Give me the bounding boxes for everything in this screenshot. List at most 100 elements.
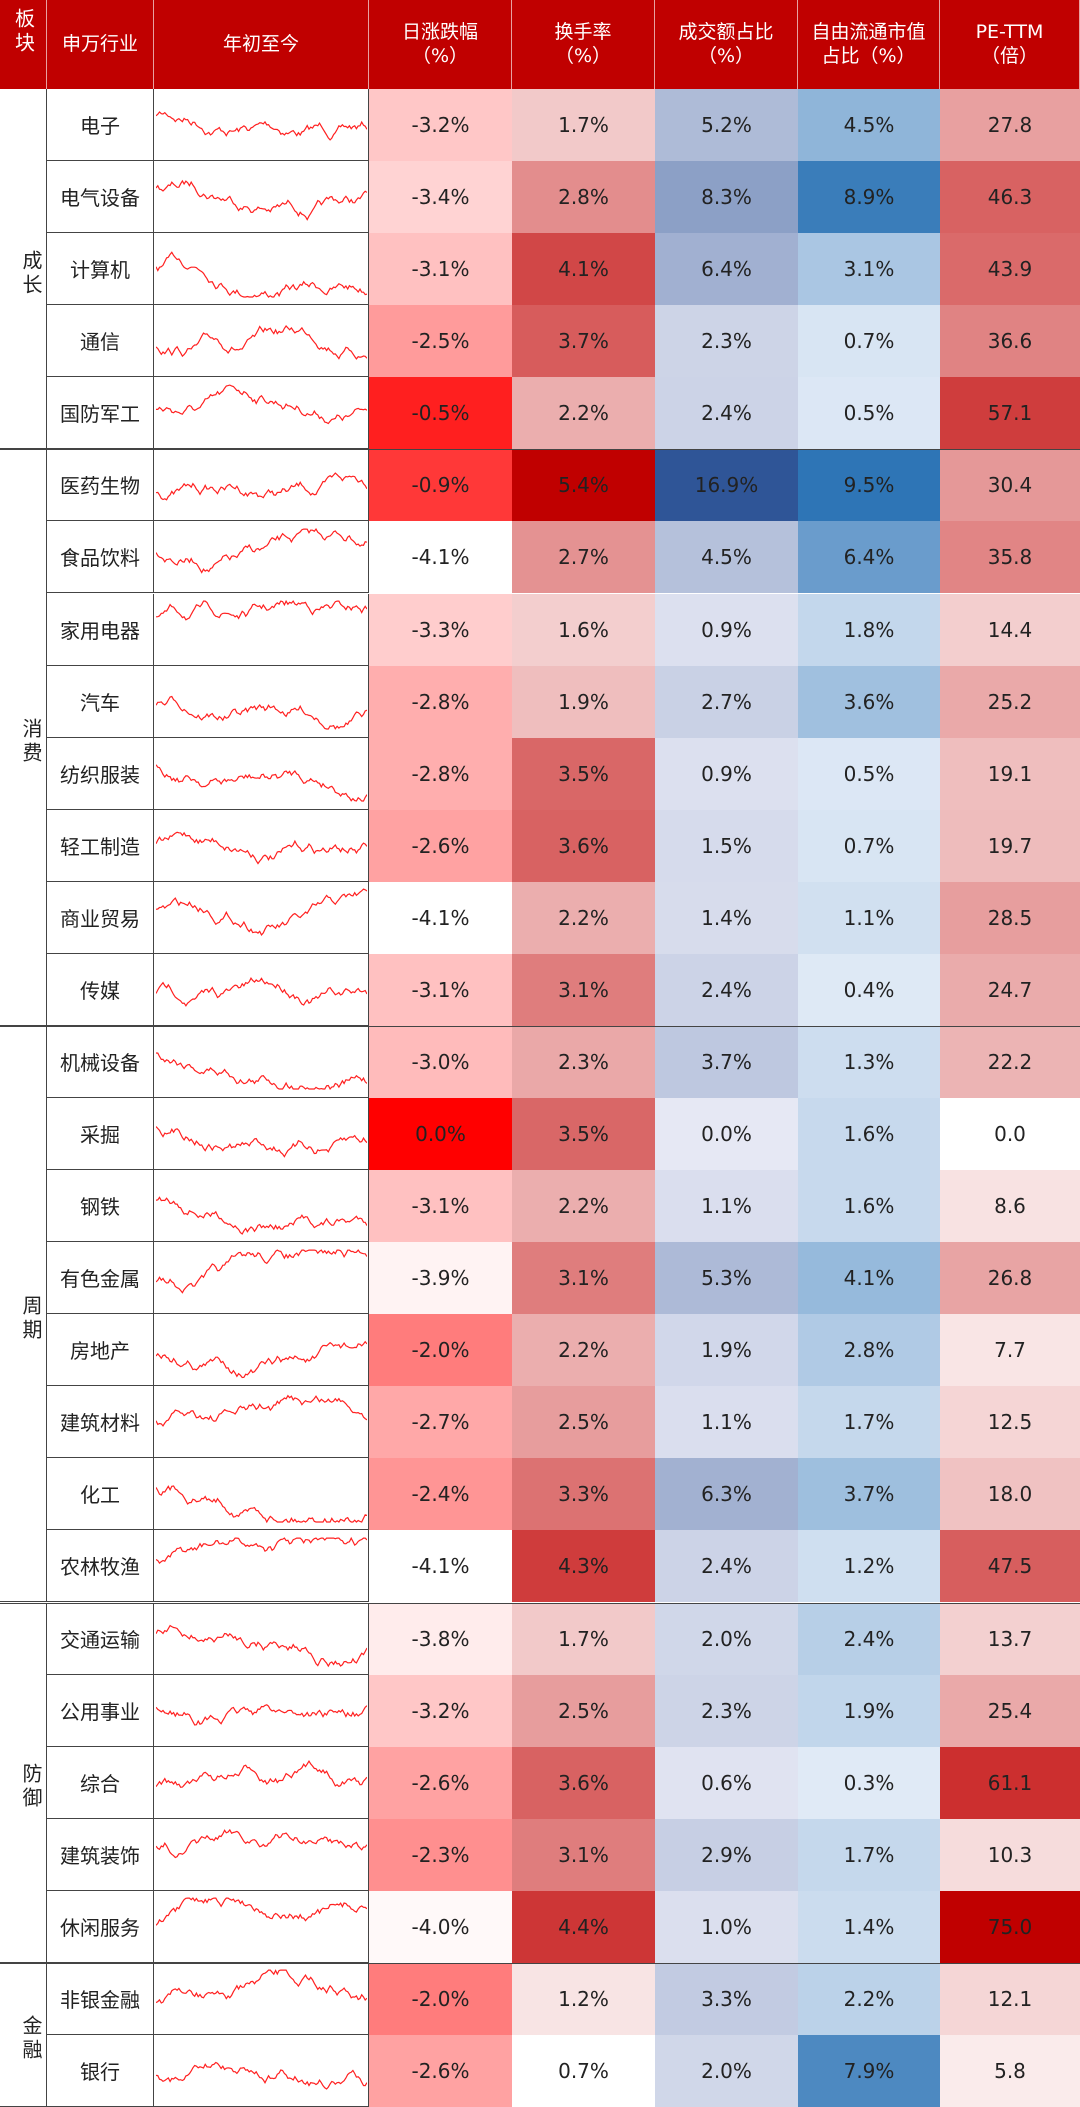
sparkline-cell <box>154 377 369 450</box>
industry-name: 传媒 <box>47 953 154 1026</box>
industry-name: 纺织服装 <box>47 737 154 810</box>
group-separator <box>0 449 1080 451</box>
heat-cell: -3.4% <box>369 161 512 234</box>
heat-cell: 57.1 <box>940 377 1080 450</box>
sparkline-cell <box>154 449 369 522</box>
heat-cell: -2.5% <box>369 305 512 378</box>
heat-cell: 1.1% <box>655 1170 798 1243</box>
heat-cell: 3.6% <box>798 665 940 738</box>
sparkline-path <box>155 324 367 360</box>
header-line: PE-TTM <box>975 20 1044 43</box>
industry-name: 钢铁 <box>47 1170 154 1243</box>
heat-cell: 8.6 <box>940 1170 1080 1243</box>
industry-name: 汽车 <box>47 665 154 738</box>
heat-cell: -3.0% <box>369 1025 512 1098</box>
heat-cell: 3.6% <box>512 1746 655 1819</box>
sparkline <box>155 384 367 425</box>
sparkline <box>155 2062 367 2091</box>
heat-cell: 35.8 <box>940 521 1080 594</box>
industry-name: 农林牧渔 <box>47 1530 154 1603</box>
heat-cell: 5.3% <box>655 1242 798 1315</box>
sparkline-cell <box>154 161 369 234</box>
sparkline-path <box>155 1340 367 1378</box>
industry-name: 通信 <box>47 305 154 378</box>
sparkline <box>155 831 367 865</box>
sparkline-path <box>155 1195 367 1235</box>
sparkline-cell <box>154 1242 369 1315</box>
sparkline-path <box>155 977 367 1008</box>
sparkline <box>155 179 367 221</box>
heat-cell: 2.4% <box>655 1530 798 1603</box>
industry-name: 商业贸易 <box>47 881 154 954</box>
heat-cell: 36.6 <box>940 305 1080 378</box>
sparkline <box>155 1125 367 1158</box>
sparkline-cell <box>154 665 369 738</box>
heat-cell: 0.5% <box>798 737 940 810</box>
heat-cell: 0.0% <box>369 1098 512 1171</box>
industry-name: 建筑材料 <box>47 1386 154 1459</box>
sparkline <box>155 1829 367 1859</box>
header-line: （倍） <box>980 44 1038 67</box>
heat-cell: 25.2 <box>940 665 1080 738</box>
heat-cell: 3.7% <box>798 1458 940 1531</box>
heat-cell: -3.9% <box>369 1242 512 1315</box>
heat-cell: 5.8 <box>940 2034 1080 2107</box>
heat-cell: -2.0% <box>369 1314 512 1387</box>
heat-cell: 2.0% <box>655 2034 798 2107</box>
industry-name: 医药生物 <box>47 449 154 522</box>
header-line: （%） <box>554 44 612 67</box>
sparkline-path <box>155 179 367 221</box>
heat-cell: 4.5% <box>655 521 798 594</box>
heat-cell: 10.3 <box>940 1818 1080 1891</box>
header-cell: 日涨跌幅 （%） <box>369 0 512 89</box>
sparkline-cell <box>154 1602 369 1675</box>
heat-cell: 2.3% <box>655 305 798 378</box>
heat-cell: 46.3 <box>940 161 1080 234</box>
heat-cell: 6.4% <box>798 521 940 594</box>
heat-cell: 7.7 <box>940 1314 1080 1387</box>
header-cell: 成交额占比 （%） <box>655 0 798 89</box>
heat-cell: 1.0% <box>655 1890 798 1963</box>
heat-cell: 0.7% <box>512 2034 655 2107</box>
industry-name: 房地产 <box>47 1314 154 1387</box>
heat-cell: 2.8% <box>512 161 655 234</box>
heat-cell: -3.1% <box>369 233 512 306</box>
group-separator <box>0 1602 1080 1604</box>
heat-cell: -2.0% <box>369 1962 512 2035</box>
heat-cell: 19.7 <box>940 809 1080 882</box>
sparkline-path <box>155 1897 367 1926</box>
header-line: （%） <box>411 44 469 67</box>
heat-cell: 47.5 <box>940 1530 1080 1603</box>
heat-cell: 3.3% <box>512 1458 655 1531</box>
sparkline-cell <box>154 89 369 162</box>
heat-cell: 3.6% <box>512 809 655 882</box>
sparkline-path <box>155 1248 367 1294</box>
header-cell: 年初至今 <box>154 0 369 89</box>
heat-cell: 1.9% <box>512 665 655 738</box>
heat-cell: 2.2% <box>512 881 655 954</box>
sparkline-cell <box>154 1458 369 1531</box>
sparkline-cell <box>154 1170 369 1243</box>
industry-name: 采掘 <box>47 1098 154 1171</box>
heat-cell: 16.9% <box>655 449 798 522</box>
sparkline <box>155 110 367 141</box>
heat-cell: -3.8% <box>369 1602 512 1675</box>
sparkline <box>155 527 367 574</box>
sparkline-cell <box>154 881 369 954</box>
sparkline <box>155 1340 367 1378</box>
heat-cell: 2.7% <box>512 521 655 594</box>
sparkline-path <box>155 764 367 802</box>
sparkline-cell <box>154 2034 369 2107</box>
heat-cell: 2.7% <box>655 665 798 738</box>
industry-name: 机械设备 <box>47 1025 154 1098</box>
header-cell: 板块 <box>0 0 47 89</box>
heat-cell: 0.0% <box>655 1098 798 1171</box>
heat-cell: -2.6% <box>369 2034 512 2107</box>
heat-cell: -4.0% <box>369 1890 512 1963</box>
heat-cell: -3.2% <box>369 89 512 162</box>
heat-cell: 14.4 <box>940 593 1080 666</box>
heat-cell: 1.7% <box>512 1602 655 1675</box>
sparkline-path <box>155 1760 367 1788</box>
sparkline-cell <box>154 1314 369 1387</box>
industry-name: 轻工制造 <box>47 809 154 882</box>
